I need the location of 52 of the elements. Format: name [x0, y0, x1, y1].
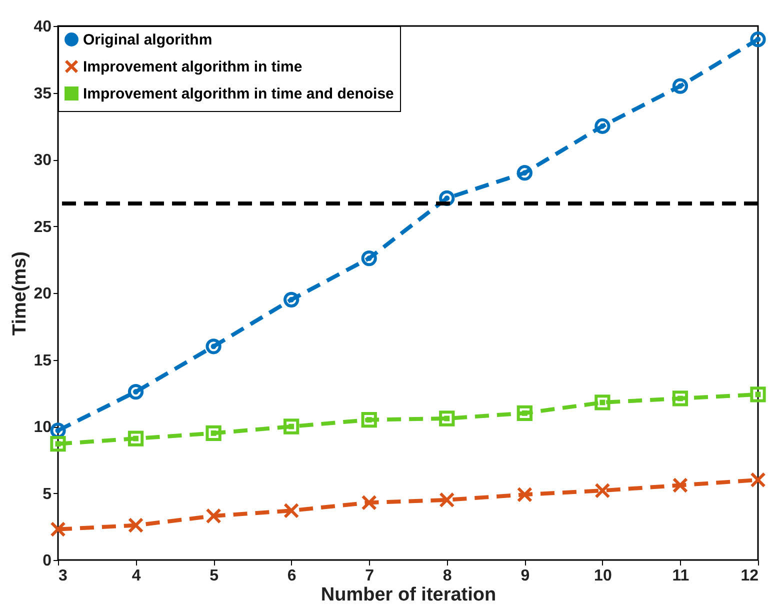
point [594, 118, 610, 134]
x-tick-label: 12 [740, 568, 759, 584]
point [128, 430, 144, 446]
y-tick-label: 35 [34, 85, 52, 102]
point [361, 412, 377, 428]
point [361, 494, 377, 510]
x-tick-label: 7 [365, 568, 374, 584]
x-tick-label: 11 [672, 568, 690, 584]
point [516, 165, 532, 181]
y-tick-label: 20 [34, 286, 52, 302]
x-tick-label: 5 [210, 568, 219, 584]
x-tick-label: 9 [520, 568, 530, 584]
point [750, 32, 766, 48]
point [206, 508, 222, 524]
point [594, 482, 610, 498]
point [672, 390, 688, 406]
point [439, 492, 455, 508]
point [206, 425, 222, 441]
point [50, 436, 66, 452]
y-tick-label: 5 [42, 486, 52, 503]
y-axis-title: Time(ms) [10, 251, 31, 336]
point [672, 477, 688, 494]
point [361, 250, 377, 266]
y-tick-label: 10 [34, 419, 52, 436]
y-tick-label: 40 [34, 18, 52, 36]
point [750, 386, 766, 402]
point [128, 517, 144, 534]
point [516, 405, 532, 421]
point [750, 472, 766, 488]
y-tick-label: 15 [34, 352, 52, 370]
x-tick-label: 3 [58, 568, 68, 584]
y-tick-label: 0 [42, 552, 52, 570]
legend-label: Improvement algorithm in time and denoise [83, 86, 394, 102]
point [50, 521, 66, 538]
y-tick-label: 25 [34, 218, 52, 236]
y-tick-label: 30 [34, 152, 52, 169]
point [439, 410, 455, 426]
legend-label: Improvement algorithm in time [83, 58, 302, 76]
x-tick-label: 8 [442, 568, 452, 584]
point [284, 292, 300, 308]
point [284, 502, 300, 518]
legend-label: Original algorithm [83, 32, 212, 48]
x-tick-label: 10 [594, 568, 612, 584]
point [672, 78, 688, 94]
point [516, 486, 532, 502]
point [284, 418, 300, 434]
x-tick-label: 4 [132, 568, 141, 584]
x-tick-label: 6 [287, 568, 296, 584]
point [206, 338, 222, 354]
point [128, 384, 144, 400]
x-axis-title: Number of iteration [320, 584, 496, 606]
point [594, 394, 610, 410]
